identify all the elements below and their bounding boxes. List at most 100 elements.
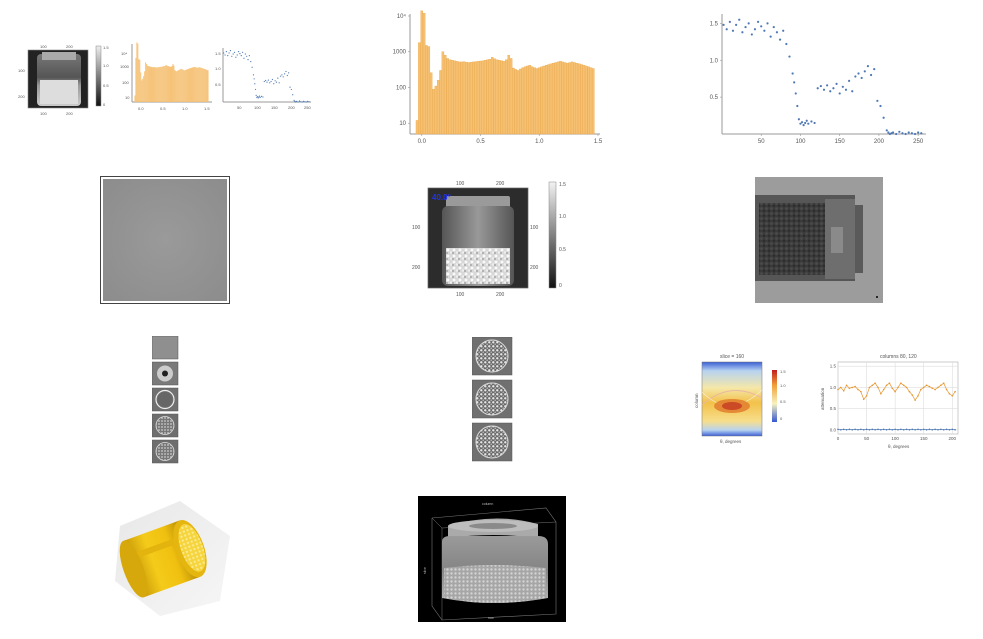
- columns-plot-point: [848, 387, 851, 390]
- columns-plot: columns 80, 120 1.5 1.0 0.5 0.0 0 50 100 150 20…: [820, 354, 959, 449]
- histogram-bar: [530, 66, 534, 135]
- scatter-point: [731, 29, 735, 32]
- mini-scatter-point: [254, 83, 256, 85]
- projection-tick-right-2: 200: [530, 265, 539, 271]
- scatter-point: [876, 99, 879, 102]
- mini-hist-bar: [202, 68, 204, 102]
- mini-hist-bar: [160, 66, 162, 102]
- mini-colorbar-tick-2: 1.0: [103, 63, 109, 68]
- sinogram-xlabel: θ, degrees: [720, 439, 742, 444]
- mini-hist-bar: [203, 68, 205, 102]
- mini-hist-bar: [175, 70, 177, 102]
- scatter-point: [794, 92, 797, 95]
- mini-scatter-point: [277, 77, 279, 79]
- histogram-bar: [528, 65, 532, 135]
- mini-scatter-point: [296, 100, 298, 102]
- mini-scatter-point: [275, 81, 278, 83]
- slice-medium-1: [472, 337, 513, 376]
- mini-hist-bar: [138, 59, 140, 102]
- mini-hist-bar: [152, 67, 153, 102]
- columns-plot-point: [868, 386, 871, 389]
- histogram-bar: [561, 61, 564, 135]
- mini-hist-bar: [163, 66, 165, 102]
- histogram-bar: [493, 58, 496, 135]
- scatter-point: [763, 29, 766, 32]
- mini-hist-bar: [134, 95, 136, 102]
- histogram-bar: [507, 55, 510, 135]
- mini-hist-bar: [190, 68, 191, 102]
- columns-plot-point: [891, 428, 894, 431]
- mini-hist-bar: [149, 66, 151, 102]
- columns-plot-point: [911, 394, 914, 396]
- columns-plot-point: [925, 384, 928, 387]
- columns-plot-point: [928, 428, 931, 431]
- histogram-bar: [415, 120, 419, 135]
- columns-plot-point: [842, 390, 845, 392]
- histogram-bar: [488, 59, 492, 135]
- slice-thumb-4: [152, 413, 179, 438]
- histogram-bar: [453, 60, 456, 135]
- columns-plot-point: [845, 428, 848, 431]
- scatter-x-tick-label: 50: [758, 139, 765, 145]
- histogram-bar: [483, 60, 487, 135]
- scatter-point: [804, 121, 807, 125]
- scatter-point: [835, 82, 838, 85]
- columns-plot-y-ticks: 1.5 1.0 0.5 0.0: [830, 364, 837, 433]
- scatter-point: [800, 121, 804, 124]
- scatter-point: [741, 31, 744, 34]
- scatter-point: [760, 25, 763, 28]
- mini-hist-bar: [189, 68, 190, 102]
- columns-plot-frame: [837, 361, 959, 435]
- histogram-bar: [512, 67, 515, 135]
- columns-plot-point: [914, 399, 916, 401]
- histogram-bar: [479, 60, 482, 135]
- histogram-bar: [491, 57, 494, 135]
- histogram-bar: [592, 68, 595, 135]
- mini-scatter-xtick-4: 200: [288, 105, 295, 110]
- mini-hist-bar: [173, 65, 175, 102]
- columns-plot-y-tick-label: 1.0: [830, 385, 837, 390]
- mini-scatter-point: [271, 78, 274, 81]
- mini-scatter-point: [224, 54, 226, 56]
- mini-hist-bar: [183, 69, 185, 102]
- scatter-point: [838, 92, 841, 95]
- scatter-point: [797, 118, 800, 121]
- mini-image-tick-top-1: 100: [40, 44, 47, 49]
- columns-plot-point: [931, 387, 934, 390]
- scatter-point: [913, 132, 917, 136]
- columns-plot-point: [885, 384, 888, 387]
- mini-scatter-point: [301, 101, 303, 103]
- mini-scatter-point: [256, 96, 259, 98]
- columns-plot-point: [894, 428, 896, 431]
- histogram-bar: [538, 67, 541, 135]
- histogram-bar: [462, 61, 466, 135]
- volume-yellow-render: [115, 501, 230, 616]
- columns-plot-point: [891, 387, 894, 390]
- mini-hist-bar: [168, 66, 170, 102]
- mini-hist-bar: [191, 67, 192, 102]
- columns-plot-point: [840, 428, 842, 431]
- mini-hist-bar: [197, 67, 199, 102]
- mini-hist-xtick-4: 1.5: [204, 106, 210, 111]
- mini-hist-bar: [146, 63, 148, 102]
- scatter-point: [796, 104, 799, 108]
- columns-plot-point: [922, 428, 925, 431]
- mini-scatter-point: [266, 81, 268, 83]
- columns-plot-point: [897, 428, 899, 431]
- columns-plot-ylabel: attenuation: [820, 387, 825, 410]
- columns-plot-point: [940, 384, 942, 387]
- histogram-bar: [575, 62, 579, 135]
- histogram-bar: [577, 63, 581, 135]
- mini-hist-bar: [205, 69, 207, 102]
- scatter-point: [891, 131, 895, 134]
- projection-colorbar-tick-3: 0.5: [559, 247, 566, 253]
- histogram-bar: [472, 61, 475, 135]
- columns-plot-point: [951, 395, 954, 397]
- columns-plot-point: [908, 390, 911, 393]
- columns-plot-point: [937, 386, 939, 389]
- mini-colorbar-tick-1: 1.5: [103, 45, 109, 50]
- histogram-bar: [436, 80, 440, 135]
- mini-hist-bar: [186, 69, 188, 102]
- scatter-point: [769, 35, 772, 38]
- columns-plot-x-tick-label: 100: [891, 436, 899, 441]
